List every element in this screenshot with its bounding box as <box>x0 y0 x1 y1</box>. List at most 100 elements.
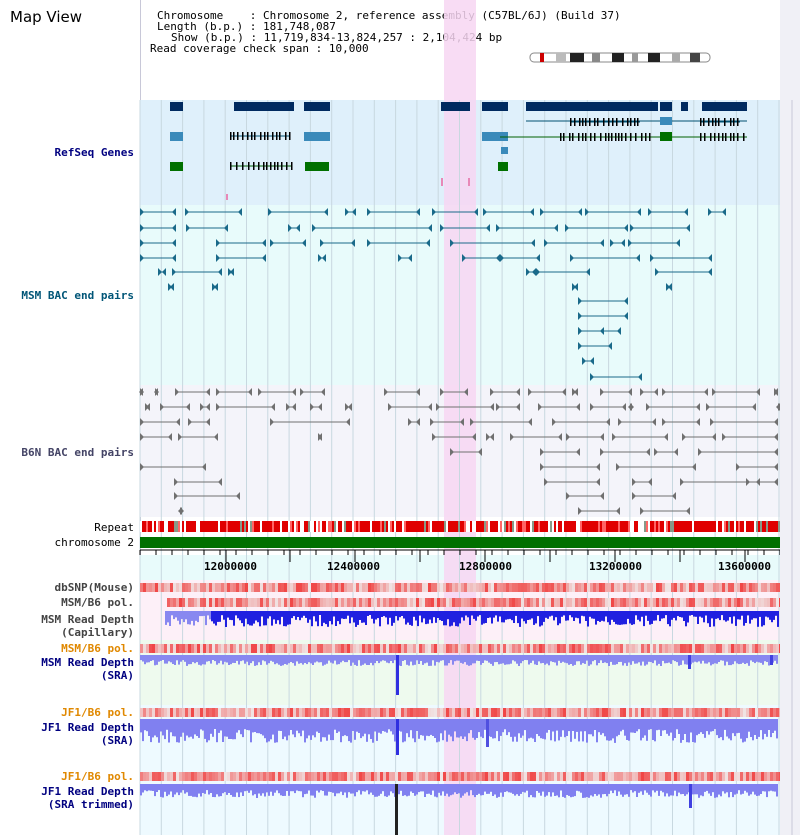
depth-bar <box>518 719 520 734</box>
depth-bar <box>546 655 548 664</box>
heat-cell <box>545 598 548 607</box>
b6n-bac-end-pairs[interactable] <box>139 388 782 515</box>
depth-bar <box>574 655 576 665</box>
depth-bar <box>558 784 560 798</box>
track-label-jf1-b6-pol[interactable]: JF1/B6 pol. <box>61 706 134 719</box>
heat-cell <box>737 644 740 653</box>
depth-bar-capillary <box>379 611 381 627</box>
track-label-jf1-depth-sra-1[interactable]: JF1 Read Depth <box>41 721 134 734</box>
repeat-segment <box>318 521 320 532</box>
depth-bar-capillary <box>211 611 213 622</box>
heat-cell <box>146 583 149 592</box>
heat-cell <box>458 583 461 592</box>
track-label-msm-depth-sra-1[interactable]: MSM Read Depth <box>41 656 134 669</box>
heat-cell <box>350 644 353 653</box>
repeat-track-band[interactable] <box>140 521 780 532</box>
depth-bar <box>444 719 446 731</box>
track-label-dbsnp[interactable]: dbSNP(Mouse) <box>54 581 134 594</box>
depth-bar <box>348 655 350 661</box>
depth-bar <box>746 784 748 793</box>
heat-cell <box>623 598 626 607</box>
heat-cell <box>509 583 512 592</box>
heat-cell <box>776 644 779 653</box>
refseq-gene-features[interactable] <box>170 102 747 200</box>
repeat-segment <box>454 521 456 532</box>
depth-bar <box>594 719 596 730</box>
depth-bar <box>364 655 366 664</box>
bac-end-marker <box>322 254 326 262</box>
depth-bar-capillary <box>165 611 167 625</box>
depth-bar <box>202 655 204 665</box>
track-label-msm-bac[interactable]: MSM BAC end pairs <box>21 289 134 302</box>
heat-cell <box>440 644 443 653</box>
heat-cell <box>656 583 659 592</box>
chromosome-bar[interactable] <box>140 537 780 548</box>
gene-exon <box>267 132 269 140</box>
read-depth-bars[interactable] <box>140 611 779 835</box>
bac-end-marker <box>708 254 712 262</box>
heat-cell <box>362 583 365 592</box>
track-label-msm-b6-pol[interactable]: MSM/B6 pol. <box>61 596 134 609</box>
gene-exon <box>700 133 702 141</box>
polymorphism-heat-strips[interactable] <box>140 583 782 781</box>
heat-cell <box>476 644 479 653</box>
bac-end-marker <box>528 388 532 396</box>
heat-cell <box>536 772 539 781</box>
gene-feature <box>526 102 658 111</box>
repeat-segment <box>778 521 780 532</box>
repeat-segment <box>742 521 744 532</box>
heat-cell <box>617 583 620 592</box>
depth-bar <box>278 655 280 665</box>
track-label-msm-depth-cap-1[interactable]: MSM Read Depth <box>41 613 134 626</box>
heat-cell <box>194 708 197 717</box>
heat-cell <box>701 708 704 717</box>
depth-bar-capillary <box>263 611 265 626</box>
heat-cell <box>659 708 662 717</box>
depth-bar <box>496 655 498 662</box>
heat-cell <box>356 708 359 717</box>
depth-bar-capillary <box>701 611 703 618</box>
track-label-msm-b6-pol-2[interactable]: MSM/B6 pol. <box>61 642 134 655</box>
depth-bar <box>416 784 418 795</box>
bac-end-marker <box>268 208 272 216</box>
heat-cell <box>224 772 227 781</box>
heat-cell <box>332 772 335 781</box>
depth-bar <box>686 784 688 795</box>
depth-bar <box>754 719 756 735</box>
heat-cell <box>440 598 443 607</box>
track-label-b6n-bac[interactable]: B6N BAC end pairs <box>21 446 134 459</box>
heat-cell <box>494 644 497 653</box>
depth-bar-capillary <box>607 611 609 623</box>
depth-bar-capillary <box>677 611 679 617</box>
repeat-segment <box>438 521 440 532</box>
depth-bar <box>294 719 296 738</box>
heat-cell <box>347 598 350 607</box>
heat-cell <box>707 598 710 607</box>
bac-end-marker <box>367 239 371 247</box>
track-label-jf1-b6-pol-2[interactable]: JF1/B6 pol. <box>61 770 134 783</box>
heat-cell <box>230 583 233 592</box>
track-label-refseq[interactable]: RefSeq Genes <box>54 146 134 159</box>
heat-cell <box>461 708 464 717</box>
heat-cell <box>350 772 353 781</box>
depth-bar <box>662 655 664 661</box>
heat-cell <box>587 598 590 607</box>
track-label-jf1-depth-trim-1[interactable]: JF1 Read Depth <box>41 785 134 798</box>
depth-bar <box>570 655 572 664</box>
depth-bar <box>212 719 214 737</box>
depth-bar <box>482 784 484 796</box>
heat-cell <box>485 598 488 607</box>
heat-cell <box>425 772 428 781</box>
heat-cell <box>212 598 215 607</box>
depth-bar <box>562 655 564 662</box>
track-label-repeat[interactable]: Repeat <box>94 521 134 534</box>
depth-bar <box>672 784 674 796</box>
depth-bar <box>470 784 472 791</box>
msm-bac-end-pairs[interactable] <box>140 208 726 381</box>
depth-bar <box>502 655 504 664</box>
heat-cell <box>746 598 749 607</box>
heat-cell <box>560 583 563 592</box>
repeat-segment <box>682 521 684 532</box>
chromosome-ideogram[interactable] <box>529 52 711 63</box>
